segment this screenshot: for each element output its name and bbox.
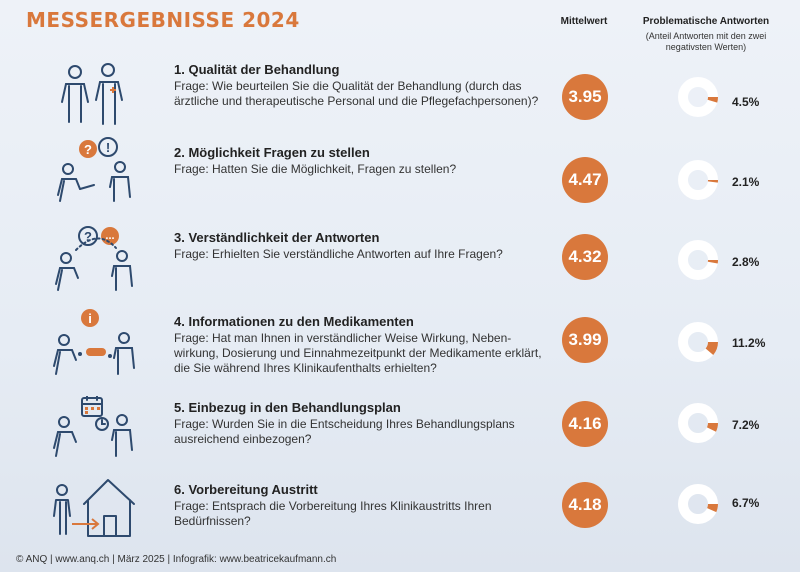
problematic-donut [678, 77, 718, 117]
problematic-donut [678, 322, 718, 362]
medication-info-icon: i [53, 309, 135, 375]
bubble-dots: ... [105, 230, 114, 242]
donut-problematic-segment [705, 341, 718, 355]
problematic-percent: 2.1% [732, 175, 760, 189]
question-title: 2. Möglichkeit Fragen zu stellen [174, 145, 370, 160]
donut-problematic-segment [707, 503, 718, 513]
problematic-percent: 6.7% [732, 496, 760, 510]
problematic-percent: 2.8% [732, 255, 760, 269]
question-title: 4. Informationen zu den Medikamenten [174, 314, 414, 329]
bubble-exclamation-mark: ! [106, 140, 110, 155]
question-text: Frage: Hat man Ihnen in verständlicher W… [174, 331, 542, 375]
problematic-percent: 11.2% [732, 336, 766, 350]
footer-credits: © ANQ | www.anq.ch | März 2025 | Infogra… [16, 554, 337, 565]
problematic-donut [678, 160, 718, 200]
problematic-percent: 7.2% [732, 418, 760, 432]
mean-badge: 4.47 [562, 157, 608, 203]
question-text: Frage: Entsprach die Vorbereitung Ihres … [174, 499, 492, 528]
problematic-donut [678, 484, 718, 524]
bubble-question-mark: ? [84, 229, 92, 244]
question-title: 6. Vorbereitung Austritt [174, 482, 318, 497]
answer-bubble-icon: ? ... [55, 226, 133, 291]
problematic-column-header: Problematische Antworten [642, 16, 770, 27]
mean-badge: 4.32 [562, 234, 608, 280]
mean-badge: 3.95 [562, 74, 608, 120]
question-title: 1. Qualität der Behandlung [174, 62, 340, 77]
bubble-question-mark: ? [84, 142, 92, 157]
problematic-donut [678, 240, 718, 280]
donut-problematic-segment [707, 96, 718, 103]
calendar-plan-icon [53, 396, 133, 457]
question-title: 3. Verständlichkeit der Antworten [174, 230, 380, 245]
house-exit-icon [53, 479, 135, 537]
mean-badge: 4.18 [562, 482, 608, 528]
mean-badge: 3.99 [562, 317, 608, 363]
bubble-info-mark: i [88, 311, 92, 326]
mean-badge: 4.16 [562, 401, 608, 447]
question-text: Frage: Erhielten Sie verständliche Antwo… [174, 247, 503, 261]
mean-column-header: Mittelwert [560, 16, 608, 27]
question-bubble-icon: ? ! [57, 137, 131, 202]
question-text: Frage: Hatten Sie die Möglichkeit, Frage… [174, 162, 457, 176]
problematic-donut [678, 403, 718, 443]
problematic-column-note: (Anteil Antworten mit den zwei negativst… [645, 31, 767, 52]
two-people-icon [61, 63, 123, 125]
page-title: MESSERGEBNISSE 2024 [26, 8, 300, 32]
question-text: Frage: Wie beurteilen Sie die Qualität d… [174, 79, 539, 108]
question-text: Frage: Wurden Sie in die Entscheidung Ih… [174, 417, 515, 446]
problematic-percent: 4.5% [732, 95, 760, 109]
question-title: 5. Einbezug in den Behandlungsplan [174, 400, 401, 415]
donut-problematic-segment [706, 422, 718, 432]
